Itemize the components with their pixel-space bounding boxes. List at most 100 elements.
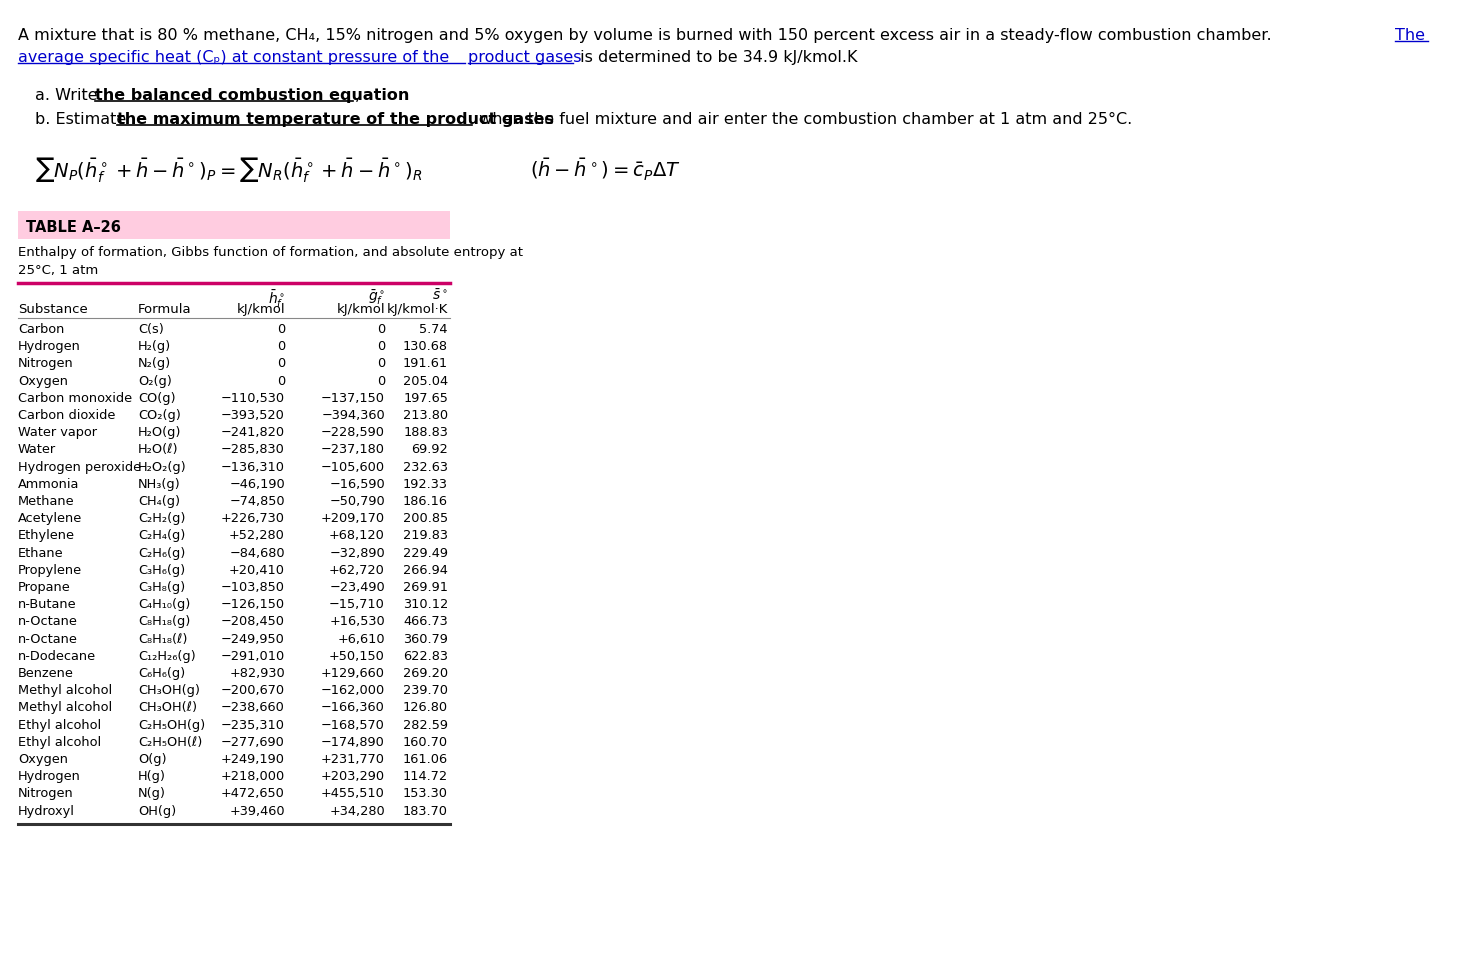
Text: C₂H₅OH(g): C₂H₅OH(g) [138,718,206,730]
Text: 232.63: 232.63 [402,460,448,473]
Text: +62,720: +62,720 [330,563,385,577]
Text: +226,730: +226,730 [220,511,285,525]
Text: C₄H₁₀(g): C₄H₁₀(g) [138,598,191,610]
Text: Methyl alcohol: Methyl alcohol [18,683,112,697]
Text: is determined to be 34.9 kJ/kmol.K: is determined to be 34.9 kJ/kmol.K [575,50,858,65]
Text: C₃H₈(g): C₃H₈(g) [138,580,185,593]
Text: C₈H₁₈(g): C₈H₁₈(g) [138,615,191,628]
Text: 0: 0 [277,340,285,353]
Text: +34,280: +34,280 [330,803,385,817]
Text: n-Octane: n-Octane [18,632,78,645]
Text: Benzene: Benzene [18,666,74,679]
Text: +52,280: +52,280 [229,529,285,542]
Text: −168,570: −168,570 [321,718,385,730]
Text: −235,310: −235,310 [220,718,285,730]
Text: Hydrogen: Hydrogen [18,340,81,353]
Text: 191.61: 191.61 [402,357,448,370]
Text: Substance: Substance [18,303,87,315]
Text: 0: 0 [377,340,385,353]
Text: kJ/kmol·K: kJ/kmol·K [386,303,448,315]
Text: −32,890: −32,890 [330,546,385,559]
Text: H₂(g): H₂(g) [138,340,172,353]
Text: 0: 0 [277,357,285,370]
Text: 186.16: 186.16 [402,495,448,507]
Text: −241,820: −241,820 [220,426,285,439]
Text: 183.70: 183.70 [402,803,448,817]
Text: CO₂(g): CO₂(g) [138,408,180,422]
Text: 213.80: 213.80 [402,408,448,422]
Text: The: The [1395,28,1424,43]
Text: +50,150: +50,150 [330,649,385,662]
Text: NH₃(g): NH₃(g) [138,478,180,490]
Text: 229.49: 229.49 [402,546,448,559]
Text: +68,120: +68,120 [330,529,385,542]
Text: 130.68: 130.68 [402,340,448,353]
Text: C₃H₆(g): C₃H₆(g) [138,563,185,577]
Text: 0: 0 [277,323,285,335]
Text: Hydrogen peroxide: Hydrogen peroxide [18,460,141,473]
Text: +82,930: +82,930 [229,666,285,679]
Text: Propylene: Propylene [18,563,83,577]
Text: Ethyl alcohol: Ethyl alcohol [18,718,101,730]
Text: 219.83: 219.83 [402,529,448,542]
Text: 153.30: 153.30 [402,787,448,800]
Text: −200,670: −200,670 [220,683,285,697]
Text: Ethylene: Ethylene [18,529,75,542]
Text: 239.70: 239.70 [402,683,448,697]
Text: Hydroxyl: Hydroxyl [18,803,75,817]
Text: −393,520: −393,520 [222,408,285,422]
Text: Formula: Formula [138,303,192,315]
Text: OH(g): OH(g) [138,803,176,817]
Text: Nitrogen: Nitrogen [18,357,74,370]
Text: 160.70: 160.70 [402,735,448,748]
Text: −105,600: −105,600 [321,460,385,473]
Text: 114.72: 114.72 [402,770,448,782]
Text: H₂O₂(g): H₂O₂(g) [138,460,186,473]
Text: Oxygen: Oxygen [18,752,68,765]
Text: a. Write: a. Write [35,87,102,103]
Text: C₈H₁₈(ℓ): C₈H₁₈(ℓ) [138,632,188,645]
Text: +472,650: +472,650 [222,787,285,800]
Text: $\sum N_P(\bar{h}_f^\circ + \bar{h} - \bar{h}^\circ)_P = \sum N_R(\bar{h}_f^\cir: $\sum N_P(\bar{h}_f^\circ + \bar{h} - \b… [35,155,422,185]
Text: −291,010: −291,010 [220,649,285,662]
Text: n-Butane: n-Butane [18,598,77,610]
Text: −15,710: −15,710 [330,598,385,610]
Text: $\left(\bar{h} - \bar{h}^\circ\right) = \bar{c}_P \Delta T$: $\left(\bar{h} - \bar{h}^\circ\right) = … [529,157,680,183]
Text: +20,410: +20,410 [229,563,285,577]
Text: −285,830: −285,830 [222,443,285,456]
Text: n-Dodecane: n-Dodecane [18,649,96,662]
Text: when the fuel mixture and air enter the combustion chamber at 1 atm and 25°C.: when the fuel mixture and air enter the … [473,111,1133,127]
Text: Methane: Methane [18,495,74,507]
Text: +39,460: +39,460 [229,803,285,817]
Text: ,: , [355,87,359,103]
Text: 200.85: 200.85 [402,511,448,525]
Text: +231,770: +231,770 [321,752,385,765]
Text: C₂H₅OH(ℓ): C₂H₅OH(ℓ) [138,735,203,748]
Text: 0: 0 [377,323,385,335]
Text: 266.94: 266.94 [404,563,448,577]
Text: Carbon dioxide: Carbon dioxide [18,408,115,422]
Text: Ethane: Ethane [18,546,64,559]
Text: average specific heat (Cₚ) at constant pressure of the: average specific heat (Cₚ) at constant p… [18,50,454,65]
Text: H(g): H(g) [138,770,166,782]
Text: n-Octane: n-Octane [18,615,78,628]
Text: −126,150: −126,150 [220,598,285,610]
Text: −110,530: −110,530 [220,391,285,405]
Text: Water: Water [18,443,56,456]
Text: Carbon monoxide: Carbon monoxide [18,391,132,405]
Text: 205.04: 205.04 [402,374,448,387]
Text: −166,360: −166,360 [321,701,385,714]
Text: O₂(g): O₂(g) [138,374,172,387]
Text: −137,150: −137,150 [321,391,385,405]
Text: −162,000: −162,000 [321,683,385,697]
Text: 310.12: 310.12 [402,598,448,610]
Text: 197.65: 197.65 [404,391,448,405]
Text: $\bar{g}_f^\circ$: $\bar{g}_f^\circ$ [368,287,385,307]
Text: N₂(g): N₂(g) [138,357,172,370]
Text: 161.06: 161.06 [402,752,448,765]
Text: H₂O(g): H₂O(g) [138,426,182,439]
Text: b. Estimate: b. Estimate [35,111,132,127]
Text: Hydrogen: Hydrogen [18,770,81,782]
Text: CH₄(g): CH₄(g) [138,495,180,507]
Text: −46,190: −46,190 [229,478,285,490]
